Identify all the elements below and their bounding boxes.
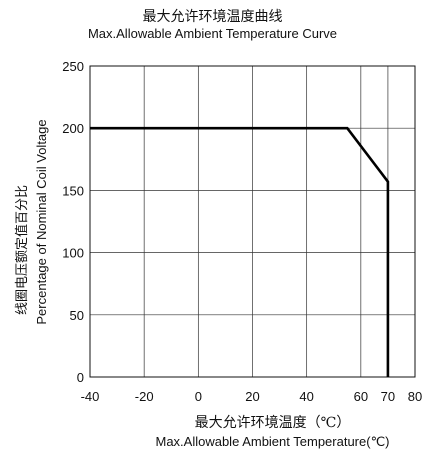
y-tick-label-3: 150 <box>62 183 84 198</box>
x-tick-label-7: 80 <box>408 389 422 404</box>
x-axis-label: 最大允许环境温度（℃） <box>194 415 351 431</box>
chart-subtitle: Max.Allowable Ambient Temperature Curve <box>87 26 338 41</box>
x-tick-label-2: 0 <box>195 389 202 404</box>
x-axis-label-en: Max.Allowable Ambient Temperature(℃) <box>155 434 390 449</box>
x-tick-label-4: 40 <box>299 389 313 404</box>
y-tick-label-2: 100 <box>62 246 84 261</box>
y-axis-label: 线圈电压额定值百分比 <box>14 185 30 315</box>
chart-title: 最大允许环境温度曲线 <box>142 9 283 25</box>
x-tick-label-5: 60 <box>354 389 368 404</box>
series-line-0 <box>90 126 390 377</box>
plot-area <box>90 126 390 377</box>
x-tick-label-3: 20 <box>245 389 259 404</box>
x-tick-label-6: 70 <box>381 389 395 404</box>
y-axis-label-en: Percentage of Nominal Coil Voltage <box>34 119 49 324</box>
y-tick-label-5: 250 <box>62 59 84 74</box>
y-tick-label-0: 0 <box>77 370 84 385</box>
plot-border <box>89 65 416 378</box>
x-tick-label-0: -40 <box>81 389 100 404</box>
x-tick-label-1: -20 <box>135 389 154 404</box>
grid-lines <box>89 65 416 378</box>
tick-labels: -40 -20 0 20 40 60 70 80 0 50 100 150 200 250 <box>62 59 422 404</box>
y-tick-label-1: 50 <box>70 308 84 323</box>
y-tick-label-4: 200 <box>62 121 84 136</box>
